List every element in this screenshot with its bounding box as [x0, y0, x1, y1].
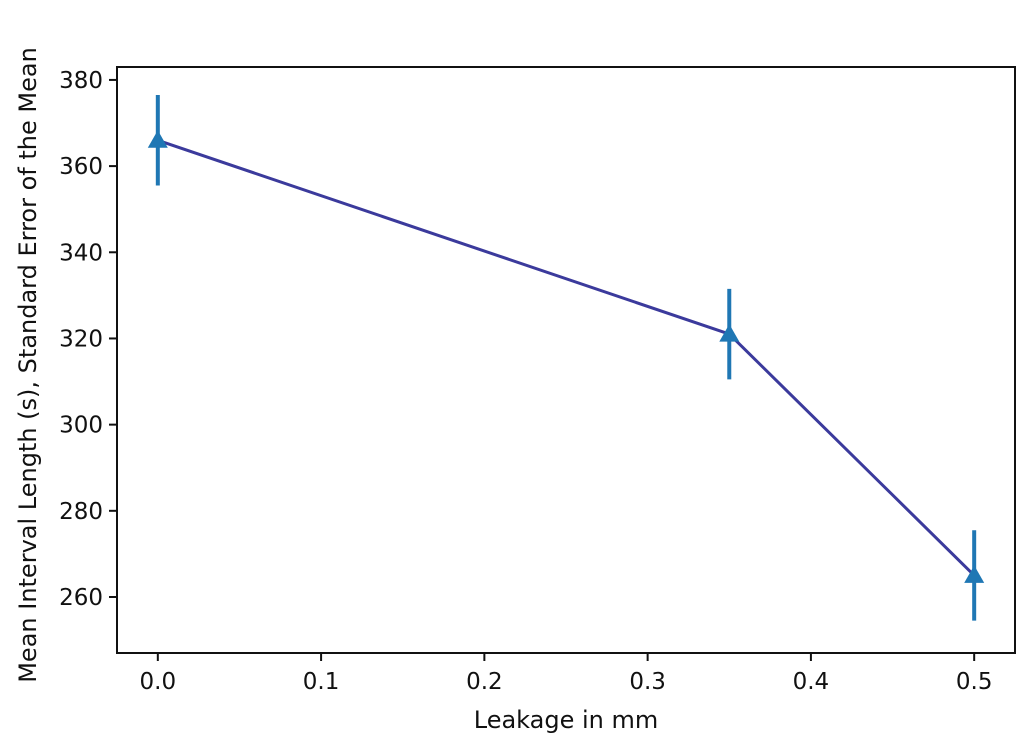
x-axis-label: Leakage in mm: [474, 706, 659, 734]
y-tick-label: 380: [59, 68, 103, 94]
y-tick-label: 280: [59, 499, 103, 525]
plot-frame: [116, 66, 1016, 654]
x-tick-label: 0.5: [956, 669, 993, 695]
x-tick-label: 0.3: [629, 669, 666, 695]
y-axis-label: Mean Interval Length (s), Standard Error…: [14, 47, 42, 683]
x-tick-label: 0.0: [140, 669, 177, 695]
y-tick-label: 340: [59, 240, 103, 266]
x-tick-label: 0.4: [793, 669, 830, 695]
y-axis-ticks: 260 280 300 320 340 360 380: [59, 68, 117, 611]
plot-area: [147, 95, 985, 621]
data-point-marker: [719, 324, 740, 342]
x-axis-ticks: 0.0 0.1 0.2 0.3 0.4 0.5: [140, 653, 993, 695]
series-line: [157, 138, 976, 577]
data-point-marker: [964, 565, 985, 583]
x-tick-label: 0.2: [466, 669, 503, 695]
x-tick-label: 0.1: [303, 669, 340, 695]
data-point-marker: [147, 130, 168, 148]
y-tick-label: 300: [59, 413, 103, 439]
y-tick-label: 260: [59, 585, 103, 611]
y-tick-label: 320: [59, 326, 103, 352]
y-tick-label: 360: [59, 154, 103, 180]
